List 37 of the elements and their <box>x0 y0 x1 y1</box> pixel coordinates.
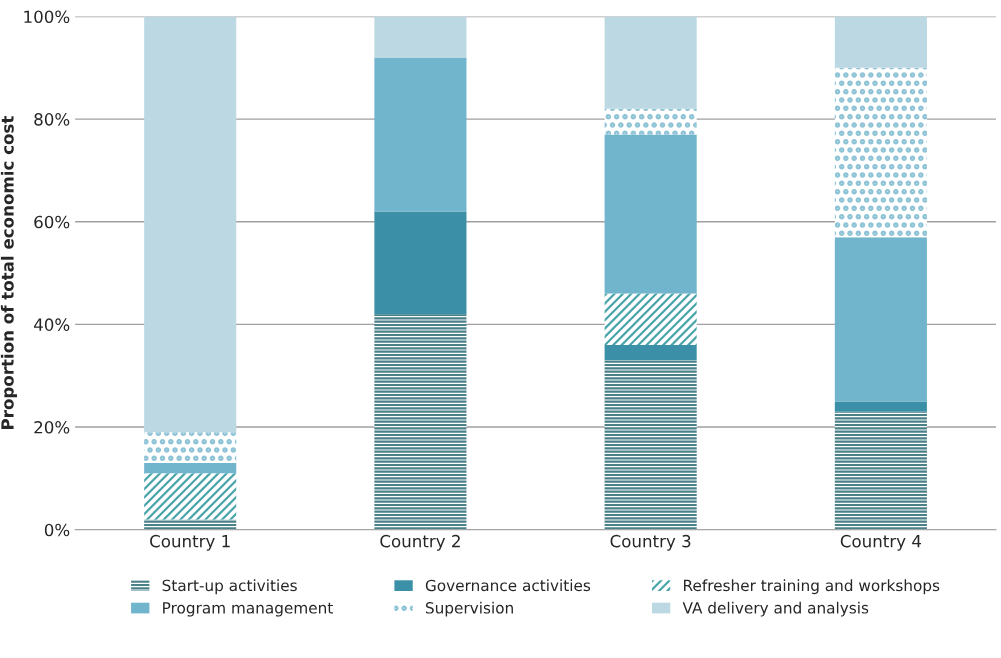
bar <box>604 16 697 109</box>
bar <box>834 401 927 412</box>
bar <box>604 360 697 530</box>
legend-label: Refresher training and workshops <box>684 579 940 595</box>
x-tick-label: Country 2 <box>380 534 460 551</box>
x-tick-label: Country 4 <box>840 534 921 551</box>
legend-label: Governance activities <box>425 579 591 592</box>
bar <box>374 314 467 530</box>
legend-label: Program management <box>163 602 333 617</box>
bar <box>834 67 927 238</box>
bar <box>604 108 697 135</box>
bar <box>604 293 697 345</box>
y-axis-title: Proportion of total economic cost <box>0 116 18 429</box>
legend-label: VA delivery and analysis <box>682 601 869 617</box>
bar <box>834 16 927 68</box>
bar <box>834 411 927 530</box>
bar <box>604 134 697 294</box>
y-tick-label: 100% <box>24 10 70 24</box>
bar <box>374 16 467 58</box>
y-tick-label: 0% <box>44 523 70 537</box>
legend-label: Start-up activities <box>162 579 297 595</box>
y-tick-label: 80% <box>34 113 70 126</box>
bar <box>604 344 697 361</box>
bar <box>834 237 927 402</box>
bar <box>144 16 237 433</box>
bar <box>374 211 467 315</box>
y-tick-label: 60% <box>34 215 70 229</box>
y-tick-label: 20% <box>34 421 70 434</box>
bar <box>374 57 467 212</box>
x-tick-label: Country 1 <box>150 534 230 551</box>
bar <box>144 473 237 520</box>
y-tick-label: 40% <box>33 318 70 331</box>
bar <box>144 432 237 463</box>
legend-label: Supervision <box>425 601 513 617</box>
bar <box>144 519 237 530</box>
bar <box>144 462 237 474</box>
x-tick-label: Country 3 <box>610 534 691 551</box>
